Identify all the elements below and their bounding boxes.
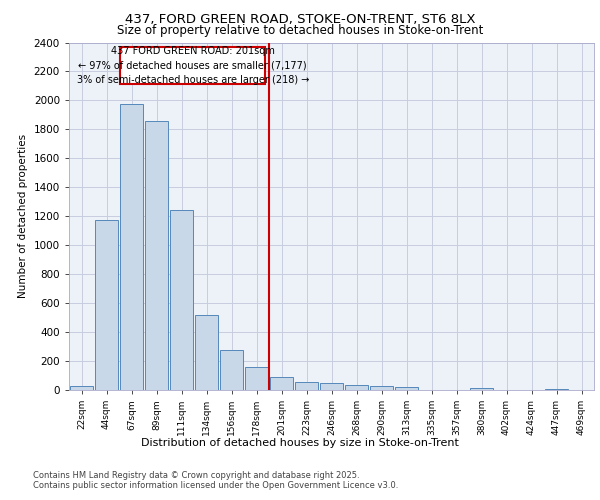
Y-axis label: Number of detached properties: Number of detached properties	[18, 134, 28, 298]
Bar	[170, 210, 193, 390]
Bar	[269, 377, 293, 390]
FancyBboxPatch shape	[120, 47, 265, 84]
Bar	[119, 104, 143, 390]
Bar	[470, 388, 493, 390]
Bar	[245, 367, 268, 390]
Bar	[395, 387, 418, 390]
Text: 437, FORD GREEN ROAD, STOKE-ON-TRENT, ST6 8LX: 437, FORD GREEN ROAD, STOKE-ON-TRENT, ST…	[125, 12, 475, 26]
Bar	[194, 316, 218, 390]
Bar	[295, 382, 319, 390]
Text: 437 FORD GREEN ROAD: 201sqm
← 97% of detached houses are smaller (7,177)
3% of s: 437 FORD GREEN ROAD: 201sqm ← 97% of det…	[77, 46, 309, 86]
Bar	[220, 350, 244, 390]
Text: Size of property relative to detached houses in Stoke-on-Trent: Size of property relative to detached ho…	[117, 24, 483, 37]
Bar	[95, 220, 118, 390]
Text: Contains public sector information licensed under the Open Government Licence v3: Contains public sector information licen…	[33, 481, 398, 490]
Text: Distribution of detached houses by size in Stoke-on-Trent: Distribution of detached houses by size …	[141, 438, 459, 448]
Bar	[70, 386, 94, 390]
Text: Contains HM Land Registry data © Crown copyright and database right 2025.: Contains HM Land Registry data © Crown c…	[33, 471, 359, 480]
Bar	[320, 384, 343, 390]
Bar	[545, 388, 568, 390]
Bar	[344, 385, 368, 390]
Bar	[145, 122, 169, 390]
Bar	[370, 386, 394, 390]
